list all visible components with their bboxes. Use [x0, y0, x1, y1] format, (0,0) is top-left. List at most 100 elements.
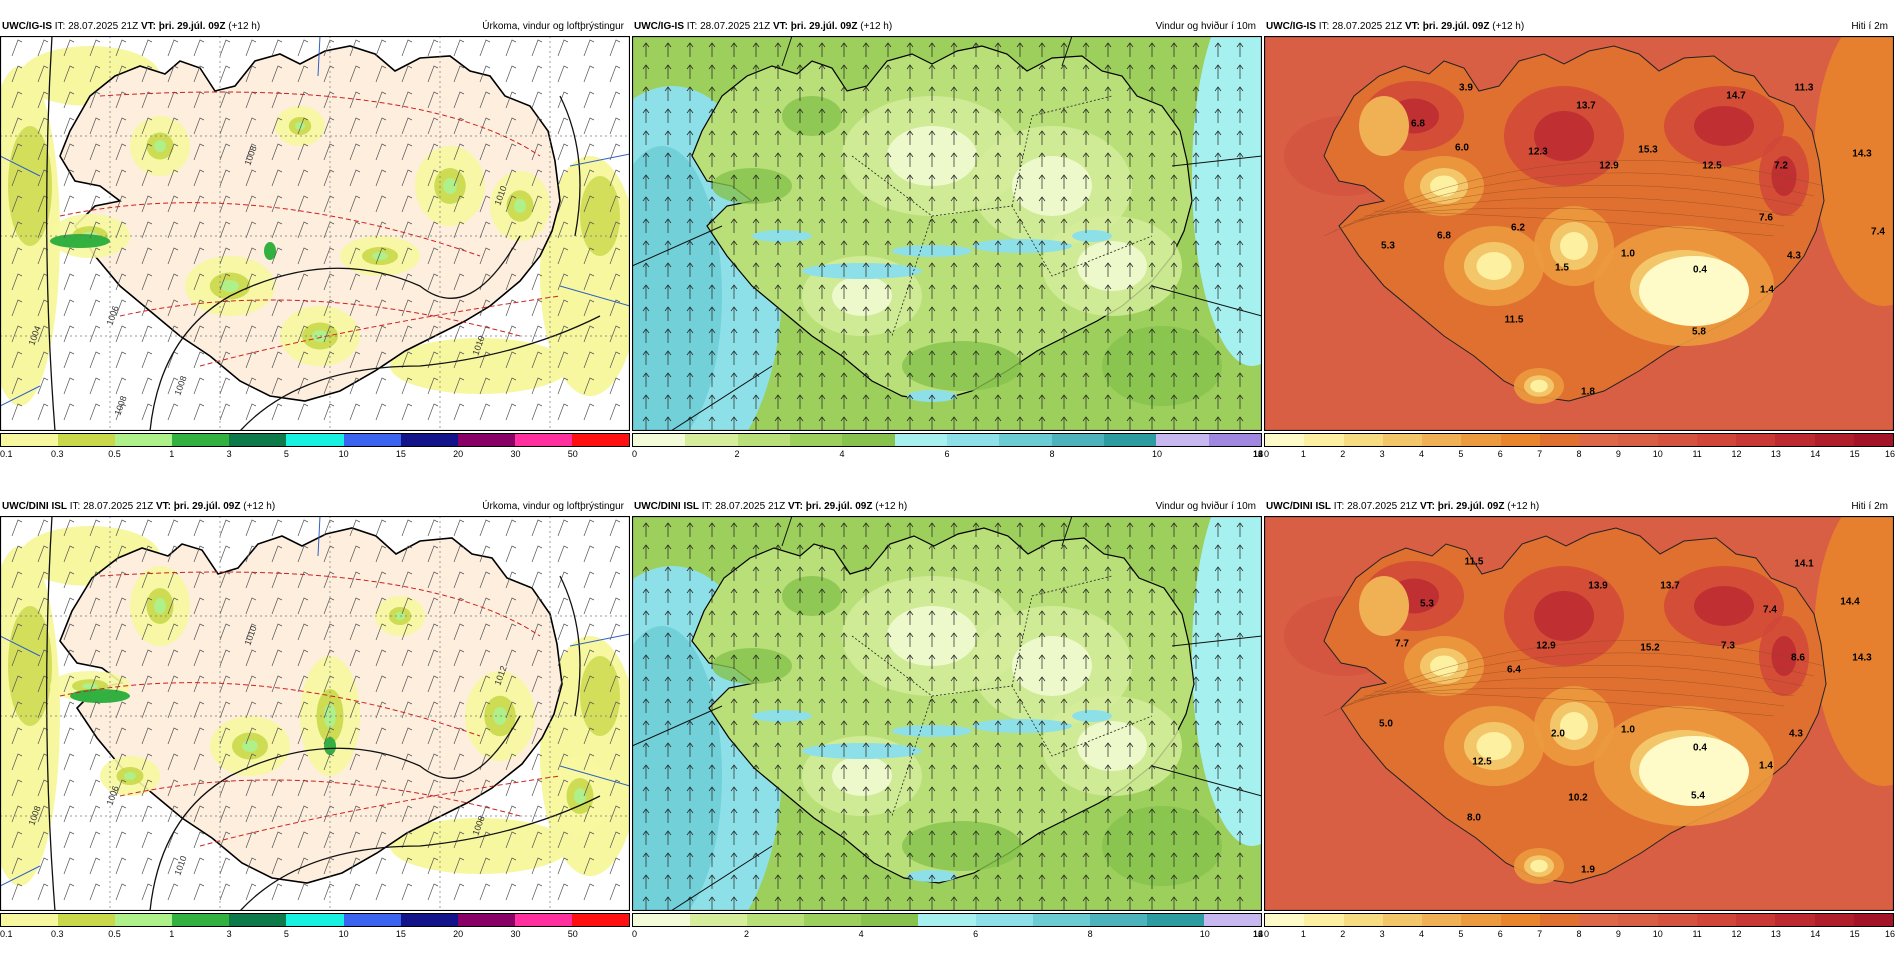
temperature-label: 6.8	[1437, 230, 1451, 242]
temperature-label: 7.6	[1759, 212, 1773, 224]
init-time: 28.07.2025 21Z	[68, 21, 139, 32]
colorbar-tick-label: 0	[1264, 449, 1270, 459]
colorbar-swatch	[999, 434, 1052, 446]
colorbar-swatch	[400, 914, 458, 926]
colorbar	[1264, 433, 1894, 447]
map-canvas	[632, 516, 1262, 911]
temperature-label: 6.0	[1455, 142, 1469, 154]
colorbar-swatch	[1051, 434, 1104, 446]
lead-time: (+12 h)	[228, 21, 261, 32]
temperature-label: 6.8	[1411, 118, 1425, 130]
colorbar-tick-label: 1	[1300, 449, 1306, 459]
temperature-label: 11.3	[1794, 82, 1814, 94]
colorbar-tick-label: 13	[1770, 929, 1781, 939]
colorbar-swatch	[918, 914, 976, 926]
colorbar-swatch	[571, 914, 630, 926]
map-canvas	[1264, 516, 1894, 911]
temperature-label: 11.5	[1504, 314, 1524, 326]
model-name: UWC/IG-IS	[1266, 21, 1316, 32]
p-ig-precip: UWC/IG-IS IT: 28.07.2025 21Z VT: þri. 29…	[0, 0, 630, 475]
colorbar-swatch	[1382, 914, 1422, 926]
colorbar-swatch	[1853, 914, 1893, 926]
panel-title: UWC/IG-IS IT: 28.07.2025 21Z VT: þri. 29…	[634, 20, 1260, 34]
colorbar-tick-label: 3	[226, 929, 232, 939]
colorbar-swatch	[747, 914, 805, 926]
colorbar-swatch	[1, 434, 59, 446]
colorbar-tick-label: 11	[1692, 449, 1702, 459]
colorbar-tick-label: 30	[510, 929, 521, 939]
init-time: 28.07.2025 21Z	[700, 21, 771, 32]
colorbar-swatch	[1657, 434, 1697, 446]
colorbar-tick-label: 10	[338, 449, 349, 459]
colorbar-ticks: 0 2 4 6 8 10 12 14 16 18	[632, 449, 1263, 463]
colorbar-tick-label: 11	[1692, 929, 1702, 939]
valid-time: þri. 29.júl. 09Z	[158, 21, 226, 32]
colorbar-tick-label: 14	[1252, 929, 1264, 939]
colorbar-tick-label: 3	[1379, 929, 1385, 939]
colorbar-swatch	[58, 434, 116, 446]
temperature-label: 1.5	[1555, 262, 1569, 274]
product-name: Úrkoma, vindur og loftþrýstingur	[482, 21, 624, 32]
colorbar-tick-label: 8	[1576, 929, 1582, 939]
colorbar-tick-label: 3	[226, 449, 232, 459]
product-name: Vindur og hviður í 10m	[1155, 501, 1256, 512]
colorbar-swatch	[737, 434, 790, 446]
temperature-label: 5.8	[1692, 326, 1706, 338]
colorbar-swatch	[343, 914, 401, 926]
lead-time: (+12 h)	[875, 501, 908, 512]
temperature-label: 5.0	[1379, 718, 1393, 730]
colorbar-swatch	[1208, 434, 1261, 446]
colorbar-tick-label: 0.3	[51, 449, 64, 459]
colorbar-swatch	[1539, 434, 1579, 446]
colorbar-swatch	[1775, 434, 1815, 446]
colorbar-swatch	[229, 914, 287, 926]
it-label: IT:	[69, 501, 81, 512]
colorbar-tick-label: 2	[1340, 929, 1346, 939]
colorbar-swatch	[1382, 434, 1422, 446]
colorbar-swatch	[1343, 914, 1383, 926]
temperature-label: 11.5	[1464, 556, 1484, 568]
map: 1004 1006 1008 1008 1010 1010 1008	[0, 36, 630, 431]
colorbar-swatch	[946, 434, 1000, 446]
temperature-label: 13.7	[1576, 100, 1596, 112]
colorbar-tick-label: 0	[632, 929, 638, 939]
product-name: Hiti í 2m	[1851, 501, 1888, 512]
colorbar-tick-label: 7	[1537, 449, 1543, 459]
lead-time: (+12 h)	[243, 501, 276, 512]
colorbar-swatch	[1304, 434, 1344, 446]
it-label: IT:	[701, 501, 713, 512]
temperature-label: 5.3	[1420, 598, 1434, 610]
temperature-label: 5.4	[1691, 790, 1705, 802]
colorbar-tick-label: 5	[283, 449, 289, 459]
colorbar-swatch	[1032, 914, 1090, 926]
lead-time: (+12 h)	[1492, 21, 1525, 32]
temperature-label: 6.2	[1511, 222, 1525, 234]
colorbar-swatch	[1156, 434, 1209, 446]
temperature-label: 12.9	[1536, 640, 1556, 652]
colorbar-swatch	[457, 914, 515, 926]
colorbar-swatch	[1618, 434, 1658, 446]
colorbar-swatch	[457, 434, 515, 446]
colorbar-tick-label: 50	[567, 449, 578, 459]
it-label: IT:	[1318, 21, 1330, 32]
colorbar-swatch	[1203, 914, 1262, 926]
lead-time: (+12 h)	[860, 21, 893, 32]
colorbar-swatch	[861, 914, 919, 926]
colorbar-ticks: 0.1 0.3 0.5 1 3 5 10 15 20 30 50	[0, 929, 630, 943]
temperature-label: 14.1	[1794, 558, 1814, 570]
temperature-label: 7.4	[1871, 226, 1885, 238]
temperature-label: 1.0	[1621, 724, 1635, 736]
temperature-label: 14.4	[1840, 596, 1860, 608]
temperature-label: 14.3	[1852, 652, 1872, 664]
colorbar-swatch	[1736, 914, 1776, 926]
colorbar-tick-label: 8	[1049, 449, 1055, 459]
map: 1008 1006 1010 1010 1008 1012	[0, 516, 630, 911]
map	[632, 36, 1262, 431]
colorbar-tick-label: 16	[1252, 929, 1264, 939]
colorbar-swatch	[685, 434, 738, 446]
colorbar-tick-label: 0	[1264, 929, 1270, 939]
colorbar-swatch	[1814, 434, 1854, 446]
init-time: 28.07.2025 21Z	[1347, 501, 1418, 512]
colorbar-tick-label: 2	[734, 449, 740, 459]
